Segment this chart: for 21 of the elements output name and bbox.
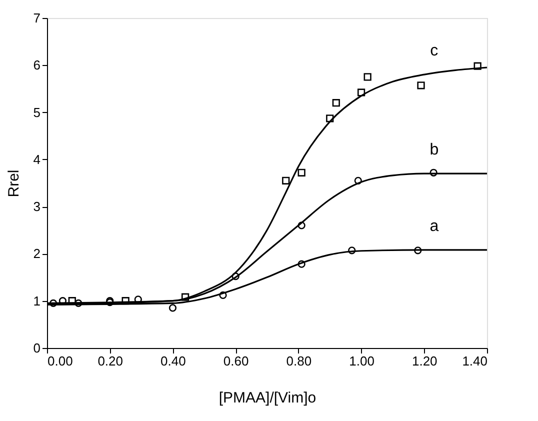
series-label: b xyxy=(430,142,439,159)
x-tick-label: 0.60 xyxy=(223,354,249,368)
x-tick-label: 1.20 xyxy=(412,354,438,368)
x-tick-label: 1.40 xyxy=(462,354,488,368)
y-tick-label: 3 xyxy=(33,199,40,214)
y-tick-label: 1 xyxy=(33,293,40,308)
x-tick-label: 0.20 xyxy=(98,354,124,368)
x-axis-title: [PMAA]/[Vim]o xyxy=(218,390,316,406)
series-label: c xyxy=(430,42,438,60)
y-tick-label: 5 xyxy=(33,104,40,120)
y-tick-label: 2 xyxy=(33,246,40,262)
x-tick-label: 0.80 xyxy=(286,354,312,368)
x-tick-label: 0.40 xyxy=(160,354,186,368)
y-axis-title: Rrel xyxy=(5,170,22,198)
x-tick-label: 0.00 xyxy=(48,354,73,368)
y-tick-label: 0 xyxy=(33,340,40,356)
y-tick-label: 6 xyxy=(33,58,40,73)
y-tick-label: 7 xyxy=(33,10,40,26)
y-tick-label: 4 xyxy=(33,152,40,167)
x-tick-label: 1.00 xyxy=(349,354,374,368)
series-label: a xyxy=(430,218,439,235)
